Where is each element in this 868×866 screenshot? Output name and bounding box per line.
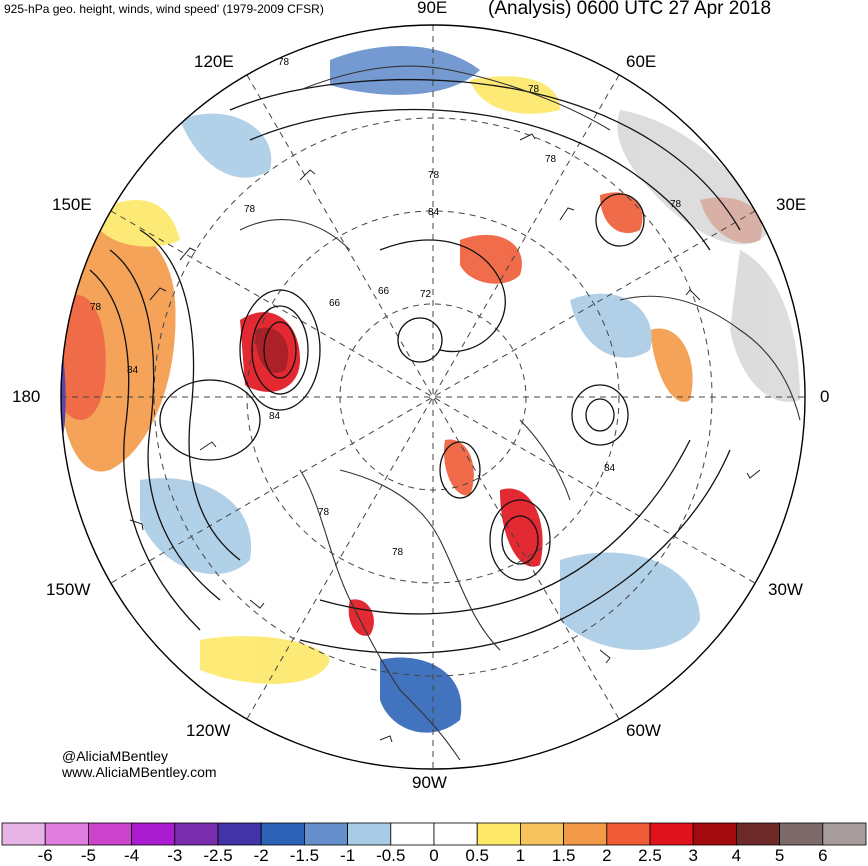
lon-label-60e: 60E [626, 52, 657, 71]
chart-title-left: 925-hPa geo. height, winds, wind speed' … [4, 2, 324, 16]
colorbar-label: -5 [80, 846, 96, 865]
colorbar-label: 6 [818, 846, 828, 865]
contour-label: 66 [378, 286, 390, 297]
contour-label: 84 [604, 463, 616, 474]
lon-label-60w: 60W [626, 721, 661, 740]
lon-label-120e: 120E [194, 52, 234, 71]
colorbar-swatch [131, 822, 176, 846]
colorbar-label: 0.5 [465, 846, 490, 865]
anomaly-shading [61, 46, 800, 733]
colorbar-label: 1 [515, 846, 526, 865]
colorbar-swatch [44, 822, 89, 846]
credits: @AliciaMBentley www.AliciaMBentley.com [62, 748, 217, 780]
polar-map: 78 78 78 78 78 84 66 66 72 78 84 84 78 7… [60, 24, 806, 770]
contour-label: 72 [420, 289, 432, 300]
credit-site: www.AliciaMBentley.com [62, 764, 217, 780]
contour-label: 78 [670, 199, 682, 210]
colorbar-label: -0.5 [376, 846, 406, 865]
lon-label-30e: 30E [776, 195, 807, 214]
colorbar-swatch [347, 822, 392, 846]
coastlines [239, 65, 801, 761]
colorbar-swatch [520, 822, 565, 846]
colorbar-swatch [822, 822, 867, 846]
colorbar-swatch [174, 822, 219, 846]
colorbar-label: -3 [167, 846, 183, 865]
chart-title-right: (Analysis) 0600 UTC 27 Apr 2018 [488, 0, 772, 19]
colorbar-label: 2 [602, 846, 612, 865]
graticule [61, 25, 805, 769]
contour-label: 84 [127, 365, 139, 376]
lon-label-150w: 150W [46, 580, 91, 599]
colorbar-swatch [476, 822, 521, 846]
colorbar [1, 822, 867, 846]
contour-label: 78 [545, 154, 557, 165]
lon-label-0: 0 [820, 387, 830, 406]
contour-label: 84 [428, 207, 440, 218]
map-boundary [60, 24, 806, 770]
lon-label-150e: 150E [52, 195, 92, 214]
colorbar-label: 4 [731, 846, 742, 865]
colorbar-label: 3 [688, 846, 698, 865]
colorbar-swatch [1, 822, 46, 846]
contour-label: 84 [269, 411, 281, 422]
colorbar-swatch [779, 822, 824, 846]
colorbar-label: 2.5 [638, 846, 662, 865]
colorbar-swatch [303, 822, 348, 846]
colorbar-swatch [692, 822, 737, 846]
contour-label: 78 [392, 547, 404, 558]
contour-label: 78 [318, 507, 330, 518]
colorbar-swatch [563, 822, 608, 846]
wind-barbs [129, 133, 761, 743]
colorbar-label: -2 [253, 846, 269, 865]
colorbar-label: -6 [37, 846, 53, 865]
colorbar-label: -1.5 [289, 846, 320, 865]
contour-label-group: 78 78 78 78 78 84 66 66 72 78 84 84 78 7… [90, 57, 682, 558]
lon-label-30w: 30W [768, 580, 803, 599]
credit-handle: @AliciaMBentley [62, 748, 169, 764]
colorbar-swatch [390, 822, 435, 846]
colorbar-swatch [606, 822, 651, 846]
colorbar-label: 0 [429, 846, 439, 865]
colorbar-label: 5 [774, 846, 785, 865]
colorbar-swatch [736, 822, 781, 846]
lon-label-180: 180 [12, 387, 41, 406]
contour-label: 78 [428, 170, 440, 181]
colorbar-swatch [260, 822, 305, 846]
colorbar-swatch [217, 822, 262, 846]
colorbar-swatch [649, 822, 694, 846]
contour-label: 66 [329, 298, 341, 309]
colorbar-label: -2.5 [203, 846, 233, 865]
colorbar-swatch [433, 822, 478, 846]
lon-label-90e: 90E [417, 0, 448, 17]
contour-label: 78 [90, 302, 102, 313]
contour-label: 78 [528, 84, 540, 95]
lon-label-90w: 90W [412, 773, 447, 792]
lon-label-120w: 120W [186, 721, 231, 740]
contour-label: 78 [278, 57, 290, 68]
colorbar-label: 1.5 [551, 846, 576, 865]
height-contours [89, 78, 741, 654]
colorbar-label: -1 [340, 846, 356, 865]
contour-label: 78 [244, 204, 256, 215]
colorbar-label: -4 [124, 846, 140, 865]
colorbar-swatch [88, 822, 133, 846]
